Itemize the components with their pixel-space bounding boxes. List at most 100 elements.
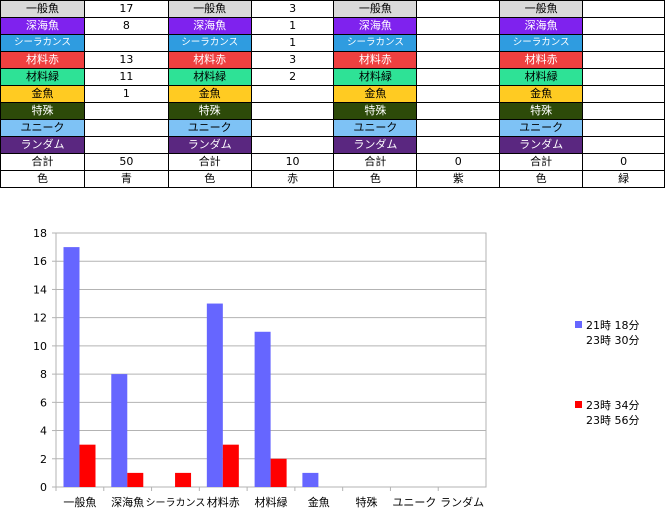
legend-label-series-2-line-2: 23時 56分 [586, 414, 640, 427]
category-label-cell[interactable]: 深海魚 [167, 17, 252, 35]
count-value-cell[interactable]: 17 [83, 0, 169, 18]
category-label-cell[interactable]: シーラカンス [0, 34, 85, 52]
count-value-cell[interactable] [83, 102, 169, 120]
total-label-cell[interactable]: 合計 [167, 153, 252, 171]
count-value-cell[interactable] [416, 68, 501, 86]
count-value-cell[interactable] [582, 68, 665, 86]
category-label-cell[interactable]: 深海魚 [499, 17, 584, 35]
category-label-cell[interactable]: 特殊 [333, 102, 418, 120]
color-label-cell[interactable]: 色 [0, 170, 85, 188]
count-value-cell[interactable] [250, 85, 335, 103]
sheet-row: ランダム ランダム ランダム ランダム [0, 136, 665, 154]
category-label-cell[interactable]: 材料赤 [0, 51, 85, 69]
count-value-cell[interactable] [83, 34, 169, 52]
total-value-cell[interactable]: 0 [582, 153, 665, 171]
color-value-cell[interactable]: 赤 [250, 170, 335, 188]
total-value-cell[interactable]: 50 [83, 153, 169, 171]
count-value-cell[interactable]: 13 [83, 51, 169, 69]
category-label-cell[interactable]: 一般魚 [499, 0, 584, 18]
y-tick-label: 8 [40, 368, 47, 381]
category-label-cell[interactable]: シーラカンス [167, 34, 252, 52]
category-label-cell[interactable]: 金魚 [0, 85, 85, 103]
count-value-cell[interactable]: 3 [250, 51, 335, 69]
category-label-cell[interactable]: ユニーク [333, 119, 418, 137]
total-value-cell[interactable]: 0 [416, 153, 501, 171]
category-label-cell[interactable]: ランダム [167, 136, 252, 154]
count-value-cell[interactable] [83, 119, 169, 137]
bar-series-1 [206, 303, 223, 487]
category-label-cell[interactable]: 材料緑 [333, 68, 418, 86]
count-value-cell[interactable]: 3 [250, 0, 335, 18]
count-value-cell[interactable] [416, 136, 501, 154]
category-label-cell[interactable]: ランダム [0, 136, 85, 154]
count-value-cell[interactable] [582, 0, 665, 18]
category-label-cell[interactable]: 材料緑 [0, 68, 85, 86]
category-label-cell[interactable]: ユニーク [499, 119, 584, 137]
count-value-cell[interactable] [582, 17, 665, 35]
category-label-cell[interactable]: 金魚 [499, 85, 584, 103]
category-label-cell[interactable]: ユニーク [167, 119, 252, 137]
category-label-cell[interactable]: 材料緑 [499, 68, 584, 86]
category-label-cell[interactable]: シーラカンス [333, 34, 418, 52]
count-value-cell[interactable] [582, 119, 665, 137]
count-value-cell[interactable] [250, 102, 335, 120]
count-value-cell[interactable] [416, 17, 501, 35]
total-value-cell[interactable]: 10 [250, 153, 335, 171]
bar-series-1 [111, 374, 128, 487]
count-value-cell[interactable] [416, 34, 501, 52]
count-value-cell[interactable]: 8 [83, 17, 169, 35]
y-tick-label: 6 [40, 396, 47, 409]
total-label-cell[interactable]: 合計 [499, 153, 584, 171]
category-label-cell[interactable]: シーラカンス [499, 34, 584, 52]
category-label-cell[interactable]: 一般魚 [0, 0, 85, 18]
count-value-cell[interactable]: 2 [250, 68, 335, 86]
count-value-cell[interactable]: 1 [83, 85, 169, 103]
count-value-cell[interactable]: 11 [83, 68, 169, 86]
count-value-cell[interactable] [416, 0, 501, 18]
color-value-cell[interactable]: 紫 [416, 170, 501, 188]
category-label-cell[interactable]: 材料緑 [167, 68, 252, 86]
category-label-cell[interactable]: 一般魚 [167, 0, 252, 18]
total-label-cell[interactable]: 合計 [333, 153, 418, 171]
x-tick-label: 深海魚 [111, 495, 144, 509]
count-value-cell[interactable] [416, 51, 501, 69]
category-label-cell[interactable]: 金魚 [167, 85, 252, 103]
count-value-cell[interactable]: 1 [250, 17, 335, 35]
category-label-cell[interactable]: 特殊 [0, 102, 85, 120]
count-value-cell[interactable] [582, 102, 665, 120]
category-label-cell[interactable]: 深海魚 [0, 17, 85, 35]
category-label-cell[interactable]: 金魚 [333, 85, 418, 103]
count-value-cell[interactable] [83, 136, 169, 154]
total-label-cell[interactable]: 合計 [0, 153, 85, 171]
count-value-cell[interactable] [416, 102, 501, 120]
color-label-cell[interactable]: 色 [499, 170, 584, 188]
category-label-cell[interactable]: 材料赤 [333, 51, 418, 69]
category-label-cell[interactable]: 材料赤 [499, 51, 584, 69]
count-value-cell[interactable] [416, 119, 501, 137]
count-value-cell[interactable] [250, 119, 335, 137]
count-value-cell[interactable]: 1 [250, 34, 335, 52]
y-tick-label: 18 [33, 227, 47, 240]
count-value-cell[interactable] [416, 85, 501, 103]
category-label-cell[interactable]: 深海魚 [333, 17, 418, 35]
count-value-cell[interactable] [250, 136, 335, 154]
color-value-cell[interactable]: 青 [83, 170, 169, 188]
color-label-cell[interactable]: 色 [333, 170, 418, 188]
color-value-cell[interactable]: 緑 [582, 170, 665, 188]
category-label-cell[interactable]: ランダム [499, 136, 584, 154]
count-value-cell[interactable] [582, 136, 665, 154]
category-label-cell[interactable]: ランダム [333, 136, 418, 154]
count-value-cell[interactable] [582, 51, 665, 69]
category-label-cell[interactable]: 材料赤 [167, 51, 252, 69]
category-label-cell[interactable]: 特殊 [499, 102, 584, 120]
bar-series-2 [127, 472, 144, 487]
count-value-cell[interactable] [582, 34, 665, 52]
category-label-cell[interactable]: ユニーク [0, 119, 85, 137]
color-label-cell[interactable]: 色 [167, 170, 252, 188]
x-tick-label: シーラカンス [146, 497, 206, 509]
legend-label-series-2-line-1: 23時 34分 [586, 399, 640, 412]
count-value-cell[interactable] [582, 85, 665, 103]
category-label-cell[interactable]: 特殊 [167, 102, 252, 120]
x-tick-label: ランダム [440, 495, 484, 509]
category-label-cell[interactable]: 一般魚 [333, 0, 418, 18]
